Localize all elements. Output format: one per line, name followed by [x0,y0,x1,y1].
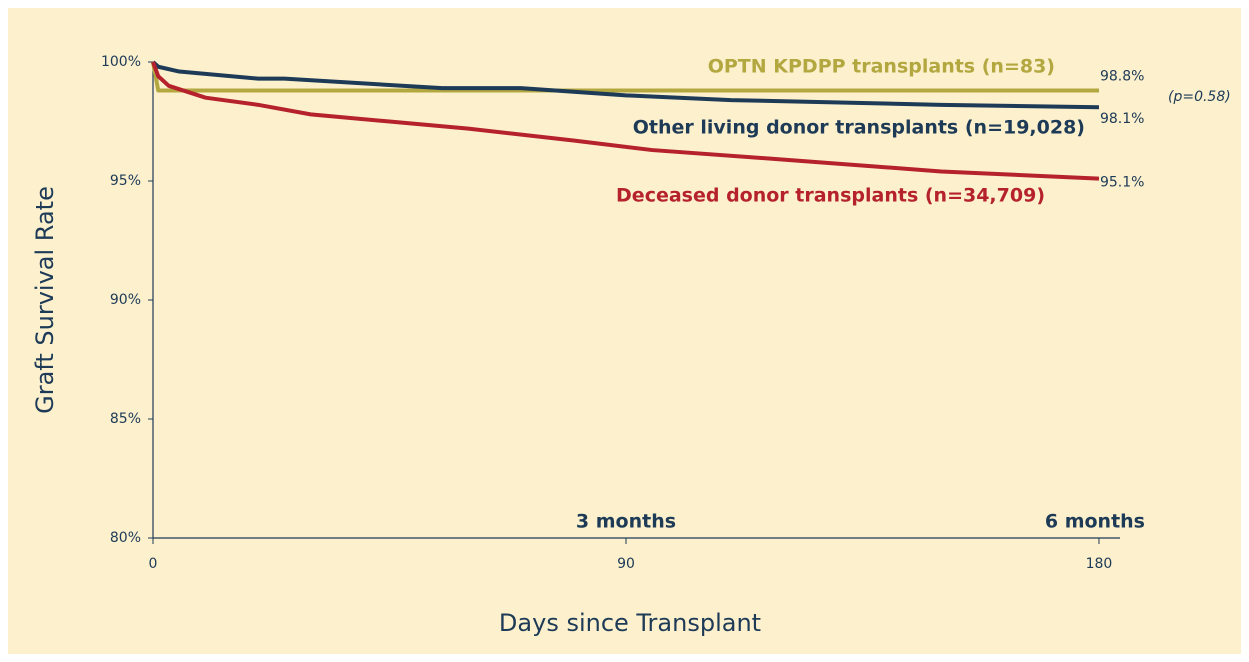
value-label: 98.1% [1100,111,1144,127]
x-tick-label: 90 [617,556,635,572]
value-label: 95.1% [1100,175,1144,191]
annotation: (p=0.58) [1168,89,1231,105]
annotation: 3 months [576,511,676,533]
y-tick-label: 100% [101,54,141,70]
x-tick-label: 180 [1086,556,1113,572]
x-tick-label: 0 [149,556,158,572]
y-tick-label: 80% [110,530,141,546]
series-line [151,60,1100,110]
y-tick-label: 85% [110,411,141,427]
series-label: Other living donor transplants (n=19,028… [633,117,1085,139]
value-label: 98.8% [1100,69,1144,85]
x-axis-title: Days since Transplant [499,609,761,637]
y-axis-title: Graft Survival Rate [31,186,59,414]
background [8,8,1241,654]
y-tick-label: 95% [110,173,141,189]
annotation: 6 months [1045,511,1145,533]
series-label: Deceased donor transplants (n=34,709) [616,185,1045,207]
series-label: OPTN KPDPP transplants (n=83) [708,56,1055,78]
series-line [151,61,1100,181]
y-tick-label: 90% [110,292,141,308]
